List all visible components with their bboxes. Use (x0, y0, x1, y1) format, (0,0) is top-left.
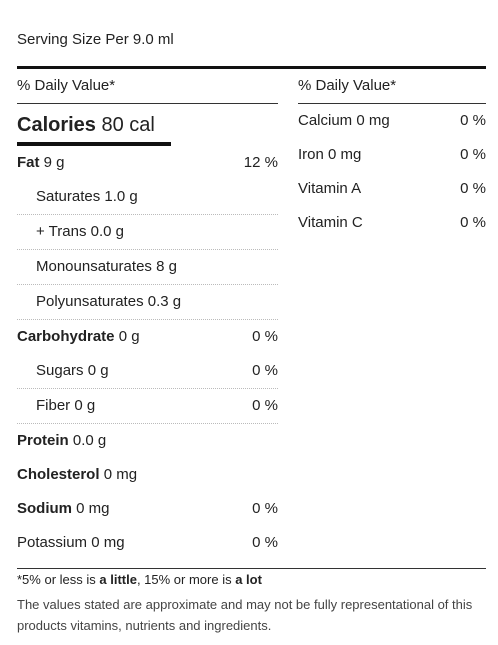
nutrient-row: Fat 9 g 12 % (17, 146, 278, 180)
vitamins-daily-value-header: % Daily Value* (298, 69, 486, 104)
nutrient-label-group: Fiber 0 g (36, 389, 95, 423)
calories-row: Calories 80 cal (17, 104, 278, 146)
nutrient-row: + Trans 0.0 g (17, 215, 278, 250)
nutrient-name: Sugars (36, 362, 84, 379)
nutrient-label-group: Polyunsaturates 0.3 g (36, 285, 181, 319)
footnote-prefix: *5% or less is (17, 572, 100, 587)
daily-value-header: % Daily Value* (17, 69, 278, 104)
top-rule (17, 66, 486, 69)
footnote: *5% or less is a little, 15% or more is … (17, 572, 262, 587)
vitamin-label-group: Iron 0 mg (298, 138, 361, 172)
vitamin-percent: 0 % (460, 146, 486, 163)
nutrient-amount: 8 g (156, 258, 177, 275)
nutrient-name: Potassium (17, 534, 88, 551)
vitamin-row: Iron 0 mg 0 % (298, 138, 486, 172)
nutrient-name: + Trans (36, 223, 87, 240)
vitamins-column: % Daily Value* Calcium 0 mg 0 % Iron 0 mg 0… (298, 69, 486, 240)
nutrient-percent: 0 % (252, 328, 278, 345)
nutrient-name: Protein (17, 432, 69, 449)
vitamin-row: Calcium 0 mg 0 % (298, 104, 486, 138)
vitamin-row: Vitamin A 0 % (298, 172, 486, 206)
nutrient-label-group: Monounsaturates 8 g (36, 250, 177, 284)
nutrient-label-group: Fat 9 g (17, 146, 65, 180)
nutrient-row: Fiber 0 g 0 % (17, 389, 278, 424)
nutrient-percent: 0 % (252, 397, 278, 414)
vitamin-name: Calcium (298, 112, 353, 129)
nutrient-amount: 0 g (74, 397, 96, 414)
nutrient-percent: 0 % (252, 534, 278, 551)
nutrient-percent: 0 % (252, 500, 278, 517)
vitamin-percent: 0 % (460, 180, 486, 197)
nutrient-amount: 0.3 g (147, 293, 182, 310)
nutrient-name: Carbohydrate (17, 328, 115, 345)
nutrient-percent: 0 % (252, 362, 278, 379)
nutrient-row: Polyunsaturates 0.3 g (17, 285, 278, 320)
nutrient-percent: 12 % (243, 154, 278, 171)
nutrient-name: Cholesterol (17, 466, 100, 483)
nutrient-amount: 0 g (118, 328, 140, 345)
nutrient-amount: 0 mg (76, 500, 110, 517)
footnote-middle: , 15% or more is (136, 572, 236, 587)
calories-bar (17, 142, 171, 146)
vitamin-amount: 0 mg (328, 146, 362, 163)
nutrient-amount: 1.0 g (104, 188, 138, 205)
calories-text: Calories 80 cal (17, 114, 155, 137)
nutrient-name: Sodium (17, 500, 72, 517)
nutrient-name: Polyunsaturates (36, 293, 144, 310)
nutrient-amount: 0.0 g (90, 223, 124, 240)
calories-value: 80 cal (101, 114, 155, 136)
nutrient-amount: 0 g (87, 362, 109, 379)
nutrient-name: Saturates (36, 188, 101, 205)
nutrient-row: Carbohydrate 0 g 0 % (17, 320, 278, 354)
vitamin-label-group: Calcium 0 mg (298, 104, 390, 138)
footnote-little: a little (99, 572, 137, 587)
nutrient-label-group: Protein 0.0 g (17, 424, 106, 458)
nutrient-row: Sugars 0 g 0 % (17, 354, 278, 389)
vitamin-list: Calcium 0 mg 0 % Iron 0 mg 0 % Vitamin A 0 %… (298, 104, 486, 240)
nutrient-row: Monounsaturates 8 g (17, 250, 278, 285)
nutrient-amount: 9 g (43, 154, 65, 171)
nutrient-row: Potassium 0 mg 0 % (17, 526, 278, 560)
nutrient-label-group: Saturates 1.0 g (36, 180, 138, 214)
nutrient-label-group: + Trans 0.0 g (36, 215, 124, 249)
nutrient-amount: 0 mg (91, 534, 125, 551)
vitamin-percent: 0 % (460, 112, 486, 129)
nutrient-name: Fiber (36, 397, 71, 414)
vitamin-amount: 0 mg (356, 112, 390, 129)
nutrient-row: Saturates 1.0 g (17, 180, 278, 215)
serving-size: Serving Size Per 9.0 ml (17, 31, 174, 48)
nutrient-name: Fat (17, 154, 40, 171)
nutrient-amount: 0.0 g (72, 432, 107, 449)
vitamin-percent: 0 % (460, 214, 486, 231)
nutrient-label-group: Carbohydrate 0 g (17, 320, 140, 354)
vitamin-name: Vitamin A (298, 180, 362, 197)
vitamin-row: Vitamin C 0 % (298, 206, 486, 240)
bottom-rule (17, 568, 486, 569)
nutrient-amount: 0 mg (103, 466, 138, 483)
vitamin-label-group: Vitamin A (298, 172, 361, 206)
nutrients-column: % Daily Value* Calories 80 cal Fat 9 g 12… (17, 69, 278, 560)
nutrient-row: Sodium 0 mg 0 % (17, 492, 278, 526)
footnote-lot: a lot (235, 572, 262, 587)
calories-label: Calories (17, 114, 96, 136)
vitamin-name: Vitamin C (298, 214, 363, 231)
nutrient-label-group: Sodium 0 mg (17, 492, 110, 526)
nutrient-name: Monounsaturates (36, 258, 152, 275)
nutrient-label-group: Potassium 0 mg (17, 526, 125, 560)
vitamin-name: Iron (298, 146, 324, 163)
nutrient-label-group: Sugars 0 g (36, 354, 109, 388)
nutrient-row: Cholesterol 0 mg (17, 458, 278, 492)
disclaimer: The values stated are approximate and ma… (17, 597, 473, 633)
nutrient-label-group: Cholesterol 0 mg (17, 458, 137, 492)
nutrient-row: Protein 0.0 g (17, 424, 278, 458)
vitamin-label-group: Vitamin C (298, 206, 363, 240)
